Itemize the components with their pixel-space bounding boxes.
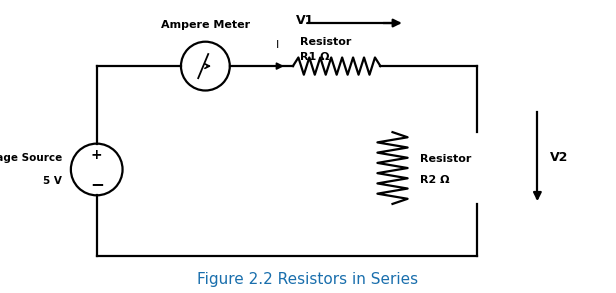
Text: Ampere Meter: Ampere Meter [161, 20, 250, 30]
Text: R1 Ω: R1 Ω [301, 52, 330, 62]
Text: V1: V1 [296, 14, 314, 27]
Text: V2: V2 [549, 151, 568, 164]
Text: +: + [91, 148, 102, 162]
Text: Figure 2.2 Resistors in Series: Figure 2.2 Resistors in Series [198, 272, 418, 287]
Text: I: I [276, 40, 280, 50]
Text: Voltage Source: Voltage Source [0, 153, 62, 163]
Text: 5 V: 5 V [43, 176, 62, 186]
Text: Resistor: Resistor [301, 38, 352, 47]
Text: Resistor: Resistor [419, 154, 471, 164]
Text: R2 Ω: R2 Ω [419, 175, 449, 185]
Text: −: − [90, 175, 103, 193]
